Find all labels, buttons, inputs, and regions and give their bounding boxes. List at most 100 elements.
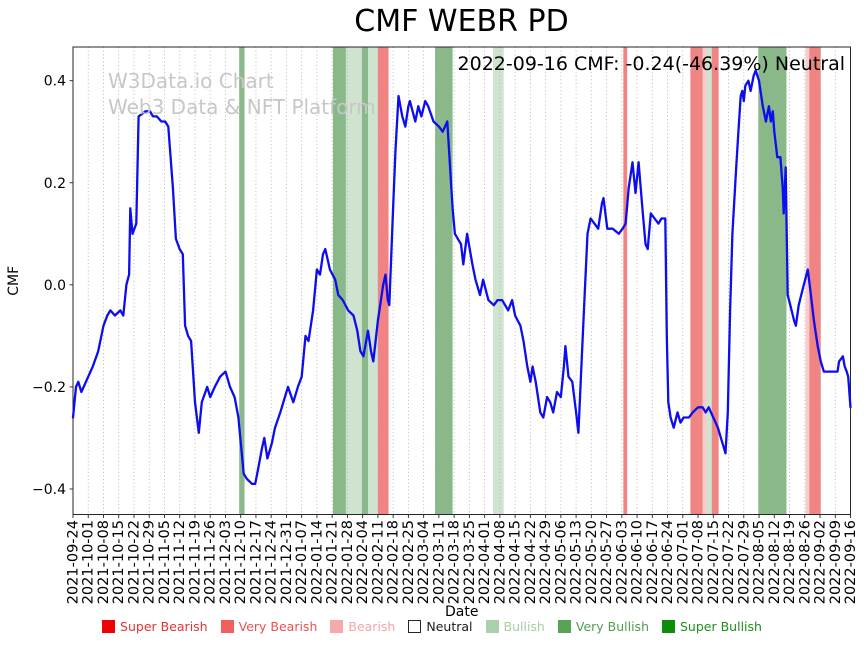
x-tick-label: 2022-05-27 <box>599 520 615 604</box>
x-tick-label: 2021-12-10 <box>233 520 249 604</box>
x-tick-label: 2021-12-24 <box>264 520 280 604</box>
signal-band-very_bullish <box>332 47 346 515</box>
x-tick-label: 2022-02-18 <box>386 520 402 604</box>
x-tick-label: 2022-07-29 <box>736 520 752 604</box>
x-tick-label: 2021-11-26 <box>203 520 219 604</box>
x-tick-label: 2021-11-12 <box>172 520 188 604</box>
x-tick-label: 2021-10-29 <box>142 520 158 604</box>
x-tick-label: 2022-05-20 <box>584 520 600 604</box>
legend-item-bullish: Bullish <box>485 619 545 634</box>
x-tick-label: 2021-10-01 <box>81 520 97 604</box>
latest-value-annotation: 2022-09-16 CMF: -0.24(-46.39%) Neutral <box>457 53 845 75</box>
x-tick-label: 2022-08-26 <box>797 520 813 604</box>
x-tick-label: 2022-08-05 <box>752 520 768 604</box>
x-tick-label: 2021-12-03 <box>218 520 234 604</box>
x-tick-label: 2022-01-07 <box>294 520 310 604</box>
x-tick-label: 2022-07-22 <box>721 520 737 604</box>
legend-label: Very Bearish <box>238 619 318 634</box>
y-tick-label: 0.0 <box>44 278 66 294</box>
y-tick-label: −0.2 <box>32 380 66 396</box>
legend-label: Super Bullish <box>680 619 762 634</box>
legend-item-very-bearish: Very Bearish <box>220 619 318 634</box>
legend-swatch <box>557 620 571 633</box>
x-tick-label: 2022-04-01 <box>477 520 493 604</box>
x-tick-label: 2021-12-31 <box>279 520 295 604</box>
x-tick-label: 2022-05-06 <box>553 520 569 604</box>
x-tick-label: 2022-03-18 <box>447 520 463 604</box>
signal-band-very_bullish <box>361 47 368 515</box>
y-tick-label: 0.4 <box>44 74 66 90</box>
signal-band-bullish <box>706 47 712 515</box>
legend-swatch <box>102 620 116 633</box>
x-tick-label: 2022-07-08 <box>691 520 707 604</box>
chart-title: CMF WEBR PD <box>354 4 569 39</box>
x-tick-label: 2021-10-15 <box>111 520 127 604</box>
signal-band-bearish <box>702 47 707 515</box>
x-tick-label: 2022-07-15 <box>706 520 722 604</box>
signal-band-bullish <box>345 47 362 515</box>
y-axis-label: CMF <box>6 266 22 296</box>
y-tick-label: −0.4 <box>32 482 66 498</box>
x-tick-label: 2021-11-19 <box>187 520 203 604</box>
x-tick-label: 2022-04-08 <box>492 520 508 604</box>
legend-swatch <box>662 620 675 633</box>
legend-swatch <box>220 620 234 633</box>
x-tick-label: 2021-11-05 <box>157 520 173 604</box>
x-tick-label: 2022-06-24 <box>660 520 676 604</box>
x-tick-label: 2022-06-10 <box>630 520 646 604</box>
x-tick-label: 2022-05-13 <box>569 520 585 604</box>
x-tick-label: 2022-09-02 <box>813 520 829 604</box>
x-tick-label: 2022-06-17 <box>645 520 661 604</box>
signal-band-very_bearish <box>711 47 719 515</box>
x-axis-label: Date <box>445 604 478 620</box>
legend-swatch <box>330 620 344 633</box>
legend-label: Bullish <box>503 619 545 634</box>
legend-item-neutral: Neutral <box>408 619 473 634</box>
legend-item-super-bearish: Super Bearish <box>102 619 208 634</box>
watermark-line1: W3Data.io Chart <box>108 69 274 93</box>
x-tick-label: 2022-02-25 <box>401 520 417 604</box>
legend: Super Bearish Very Bearish Bearish Neutral B… <box>0 619 864 634</box>
x-tick-label: 2022-03-11 <box>431 520 447 604</box>
watermark: W3Data.io Chart Web3 Data & NFT Platform <box>108 68 376 120</box>
signal-band-bullish <box>493 47 504 515</box>
legend-swatch <box>408 620 422 633</box>
signal-band-very_bullish <box>435 47 453 515</box>
signal-band-very_bullish <box>239 47 245 515</box>
x-tick-label: 2022-01-14 <box>309 520 325 604</box>
x-tick-label: 2022-04-22 <box>523 520 539 604</box>
x-tick-label: 2022-04-29 <box>538 520 554 604</box>
legend-label: Neutral <box>426 619 473 634</box>
y-tick-label: 0.2 <box>44 176 66 192</box>
signal-band-very_bullish <box>758 47 787 515</box>
signal-band-bearish <box>805 47 810 515</box>
x-tick-label: 2022-09-16 <box>843 520 859 604</box>
x-tick-label: 2022-03-04 <box>416 520 432 604</box>
legend-item-very-bullish: Very Bullish <box>557 619 649 634</box>
legend-label: Super Bearish <box>120 619 208 634</box>
x-tick-label: 2022-06-03 <box>614 520 630 604</box>
x-tick-label: 2022-02-04 <box>355 520 371 604</box>
x-tick-label: 2022-01-28 <box>340 520 356 604</box>
legend-swatch <box>485 620 499 633</box>
x-tick-label: 2022-09-09 <box>828 520 844 604</box>
signal-band-very_bearish <box>809 47 821 515</box>
legend-label: Bearish <box>348 619 396 634</box>
x-tick-label: 2021-12-17 <box>248 520 264 604</box>
x-tick-label: 2022-01-21 <box>325 520 341 604</box>
watermark-line2: Web3 Data & NFT Platform <box>108 95 376 119</box>
legend-item-super-bullish: Super Bullish <box>662 619 762 634</box>
axes-frame <box>72 46 851 515</box>
x-tick-label: 2022-02-11 <box>370 520 386 604</box>
x-tick-label: 2021-10-08 <box>96 520 112 604</box>
cmf-line <box>71 69 852 486</box>
x-tick-label: 2022-04-15 <box>508 520 524 604</box>
signal-band-very_bearish <box>623 47 628 515</box>
legend-item-bearish: Bearish <box>330 619 395 634</box>
x-tick-label: 2021-10-22 <box>126 520 142 604</box>
signal-band-bullish <box>367 47 378 515</box>
x-tick-label: 2022-03-25 <box>462 520 478 604</box>
x-tick-label: 2022-08-12 <box>767 520 783 604</box>
x-tick-label: 2022-08-19 <box>782 520 798 604</box>
